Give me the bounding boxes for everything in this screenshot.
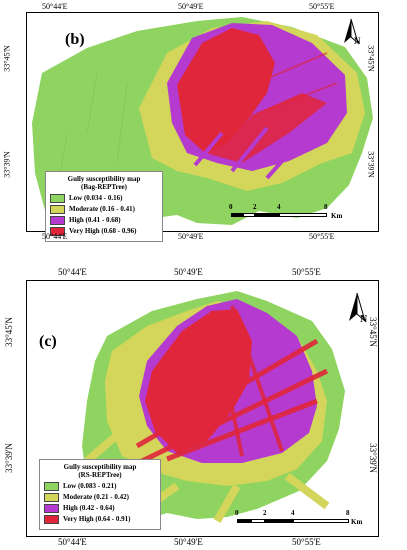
legend-title-b: Gully susceptibility map (Bag-REPTree)	[67, 175, 141, 192]
top-coord-b-2: 50°49'E	[178, 2, 204, 11]
north-arrow-icon: N	[338, 17, 364, 49]
scale-bar-b: 0 2 4 8 Km	[229, 203, 343, 220]
right-coord-b-2: 33°39'N	[366, 151, 376, 178]
left-coord-b-1: 33°45'N	[2, 45, 12, 72]
map-frame-c: (c) N Gully susceptibility map (RS-REPTr…	[26, 280, 379, 537]
susceptibility-map-c	[82, 291, 345, 525]
legend-item-moderate: Moderate (0.21 - 0.42)	[44, 492, 156, 502]
north-label: N	[360, 314, 368, 325]
legend-item-low: Low (0.034 - 0.16)	[50, 193, 158, 203]
right-coord-c-2: 33°39'N	[367, 443, 378, 473]
map-frame-b: (b) N Gully susceptibility map (Bag-REPT…	[26, 12, 379, 242]
top-coord-c-3: 50°55'E	[292, 267, 321, 277]
bottom-coord-c-3: 50°55'E	[292, 537, 321, 547]
legend-item-moderate: Moderate (0.16 - 0.41)	[50, 204, 158, 214]
map-panel-b: 50°44'E 50°49'E 50°55'E (b) N	[0, 0, 407, 260]
legend-b: Gully susceptibility map (Bag-REPTree) L…	[45, 171, 163, 242]
map-panel-c: 50°44'E 50°49'E 50°55'E (c) N	[0, 265, 407, 550]
north-label: N	[354, 36, 361, 46]
top-coord-b-1: 50°44'E	[42, 2, 68, 11]
scale-bar-c: 0 2 4 8 Km	[235, 509, 363, 526]
north-arrow-icon: N	[343, 291, 371, 327]
panel-label-b: (b)	[65, 31, 85, 48]
bottom-coord-c-2: 50°49'E	[174, 537, 203, 547]
bottom-coord-b-3: 50°55'E	[309, 232, 335, 241]
left-coord-c-1: 33°45'N	[3, 317, 14, 347]
legend-item-high: High (0.41 - 0.68)	[50, 215, 158, 225]
bottom-coord-b-1: 50°44'E	[42, 232, 68, 241]
legend-title-c: Gully susceptibility map (RS-REPTree)	[63, 463, 137, 480]
legend-item-low: Low (0.083 - 0.21)	[44, 481, 156, 491]
top-coord-b-3: 50°55'E	[309, 2, 335, 11]
right-coord-b-1: 33°45'N	[366, 45, 376, 72]
right-coord-c-1: 33°45'N	[367, 317, 378, 347]
panel-label-c: (c)	[39, 333, 57, 350]
left-coord-c-2: 33°39'N	[3, 443, 14, 473]
legend-item-very-high: Very High (0.64 - 0.91)	[44, 514, 156, 524]
legend-c: Gully susceptibility map (RS-REPTree) Lo…	[39, 459, 161, 530]
legend-item-high: High (0.42 - 0.64)	[44, 503, 156, 513]
legend-item-very-high: Very High (0.68 - 0.96)	[50, 226, 158, 236]
left-coord-b-2: 33°39'N	[2, 151, 12, 178]
bottom-coord-b-2: 50°49'E	[178, 232, 204, 241]
top-coord-c-2: 50°49'E	[174, 267, 203, 277]
bottom-coord-c-1: 50°44'E	[58, 537, 87, 547]
top-coord-c-1: 50°44'E	[58, 267, 87, 277]
